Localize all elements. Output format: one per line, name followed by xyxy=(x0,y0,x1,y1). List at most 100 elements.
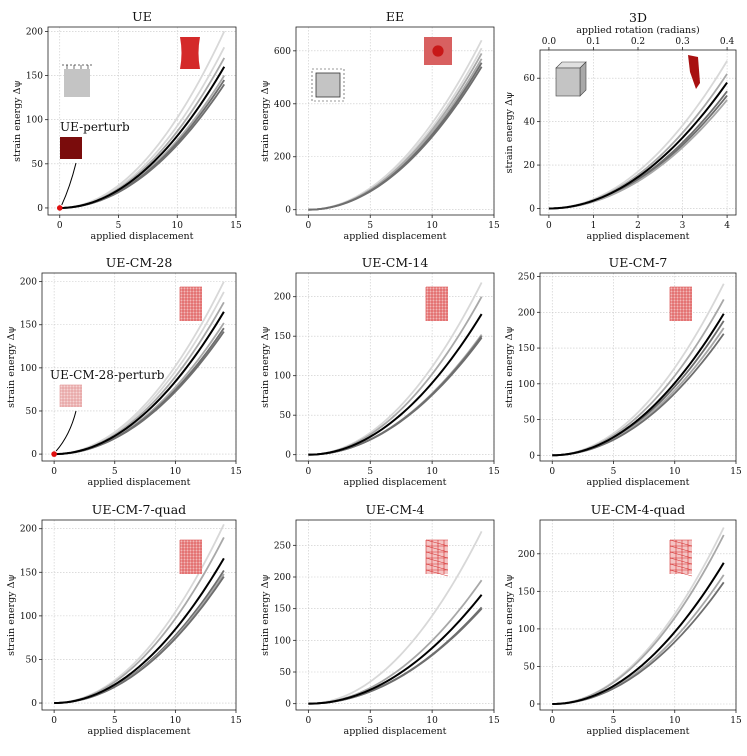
y-tick-label: 150 xyxy=(26,72,43,82)
chart-title: UE xyxy=(132,9,152,24)
y-axis-label: strain energy Δψ xyxy=(6,326,17,408)
x-tick-label: 15 xyxy=(488,221,500,231)
y-tick-label: 150 xyxy=(274,332,291,342)
chart-title: UE-CM-28 xyxy=(106,255,173,270)
y-tick-label: 150 xyxy=(518,344,535,354)
series-line-dark-2 xyxy=(54,576,225,704)
perturb-light-mesh-icon xyxy=(59,384,82,407)
plot-frame xyxy=(41,272,237,462)
secondary-x-tick-label: 0.0 xyxy=(542,37,557,47)
biaxial-block-schematic-icon xyxy=(311,68,345,102)
chart-panel-2: 0 5 10 15 0 200 400 600 EE applied displacement st… xyxy=(260,9,500,242)
series-line-highlight xyxy=(548,81,728,210)
y-tick-label: 0 xyxy=(285,451,291,461)
x-tick-label: 15 xyxy=(230,716,242,726)
perturb-dark-block-icon xyxy=(60,137,82,159)
y-tick-label: 200 xyxy=(26,27,43,37)
x-tick-label: 15 xyxy=(730,467,742,477)
plot-frame xyxy=(295,519,495,711)
mesh-block-shape xyxy=(670,287,692,321)
series-line-light-2 xyxy=(308,47,483,211)
y-tick-label: 50 xyxy=(26,655,38,665)
chart-title: UE-CM-7 xyxy=(609,255,668,270)
y-axis-label: strain energy Δψ xyxy=(6,574,17,656)
chart-title: UE-CM-14 xyxy=(362,255,429,270)
x-axis-label: applied displacement xyxy=(587,477,690,488)
annotation-arrow xyxy=(61,162,77,206)
x-tick-label: 5 xyxy=(611,716,617,726)
y-tick-label: 200 xyxy=(274,573,291,583)
x-tick-label: 15 xyxy=(488,716,500,726)
series-line-mid-2 xyxy=(552,574,725,705)
x-tick-label: 10 xyxy=(172,221,184,231)
mesh-line xyxy=(425,551,449,559)
x-tick-label: 5 xyxy=(367,467,373,477)
plot-frame xyxy=(539,272,737,462)
perturb-annotation: UE-CM-28-perturb xyxy=(50,368,165,457)
mesh-line xyxy=(669,569,693,577)
x-axis-label: applied displacement xyxy=(344,477,447,488)
y-tick-label: 100 xyxy=(20,364,37,374)
schematic-cube-front xyxy=(555,67,581,97)
x-tick-label: 5 xyxy=(116,221,122,231)
secondary-x-tick-label: 0.4 xyxy=(720,37,735,47)
y-axis-label: strain energy Δψ xyxy=(504,574,515,656)
red-mesh-block-icon xyxy=(179,286,202,321)
secondary-x-axis-label: applied rotation (radians) xyxy=(576,25,699,36)
x-tick-label: 0 xyxy=(51,467,57,477)
x-axis-label: applied displacement xyxy=(91,231,194,242)
y-tick-label: 0 xyxy=(285,700,291,710)
series-line-highlight xyxy=(54,557,225,705)
y-axis-label: strain energy Δψ xyxy=(504,92,515,174)
series-line-mid-1 xyxy=(552,299,725,457)
mesh-line xyxy=(425,539,449,547)
mesh-line xyxy=(669,551,693,559)
y-tick-label: 50 xyxy=(280,411,292,421)
x-axis-label: applied displacement xyxy=(587,726,690,737)
x-tick-label: 10 xyxy=(669,716,681,726)
perturb-annotation: UE-perturb xyxy=(56,120,130,211)
annotation-arrow xyxy=(55,410,77,452)
x-tick-label: 3 xyxy=(680,221,686,231)
schematic-block xyxy=(315,72,341,98)
y-tick-label: 40 xyxy=(524,118,536,128)
secondary-x-tick-label: 0.2 xyxy=(631,37,645,47)
y-tick-label: 100 xyxy=(274,636,291,646)
series-line-dark-2 xyxy=(308,608,483,705)
schematic-load-frame xyxy=(311,68,345,102)
twisted-column-shape xyxy=(688,55,700,89)
secondary-x-tick-label: 0.1 xyxy=(586,37,600,47)
red-mesh-block-icon xyxy=(425,286,448,321)
x-tick-label: 0 xyxy=(549,716,555,726)
series-line-dark-2 xyxy=(59,83,225,209)
perturb-marker xyxy=(51,451,57,457)
y-tick-label: 0 xyxy=(31,450,37,460)
series-line-dark-1 xyxy=(54,570,225,704)
mesh-block-shape xyxy=(426,287,448,321)
x-tick-label: 0 xyxy=(306,716,312,726)
plot-frame xyxy=(295,272,495,462)
red-twisted-column-icon xyxy=(688,55,700,89)
x-tick-label: 0 xyxy=(57,221,63,231)
schematic-cube-side xyxy=(579,61,587,97)
mesh-line xyxy=(425,557,449,565)
x-axis-label: applied displacement xyxy=(344,231,447,242)
plot-frame xyxy=(41,519,237,711)
red-mesh-block-icon xyxy=(179,539,202,574)
mesh-line xyxy=(669,539,693,547)
y-axis-label: strain energy Δψ xyxy=(260,326,271,408)
y-tick-label: 150 xyxy=(518,587,535,597)
x-tick-label: 10 xyxy=(669,467,681,477)
y-axis-label: strain energy Δψ xyxy=(12,80,23,162)
x-axis-label: applied displacement xyxy=(344,726,447,737)
x-tick-label: 15 xyxy=(730,716,742,726)
x-tick-label: 5 xyxy=(112,716,118,726)
series-line-mid-1 xyxy=(552,534,725,705)
x-tick-label: 5 xyxy=(367,221,373,231)
y-tick-label: 250 xyxy=(518,273,535,283)
plot-frame xyxy=(47,26,237,216)
mesh-line xyxy=(425,545,449,553)
